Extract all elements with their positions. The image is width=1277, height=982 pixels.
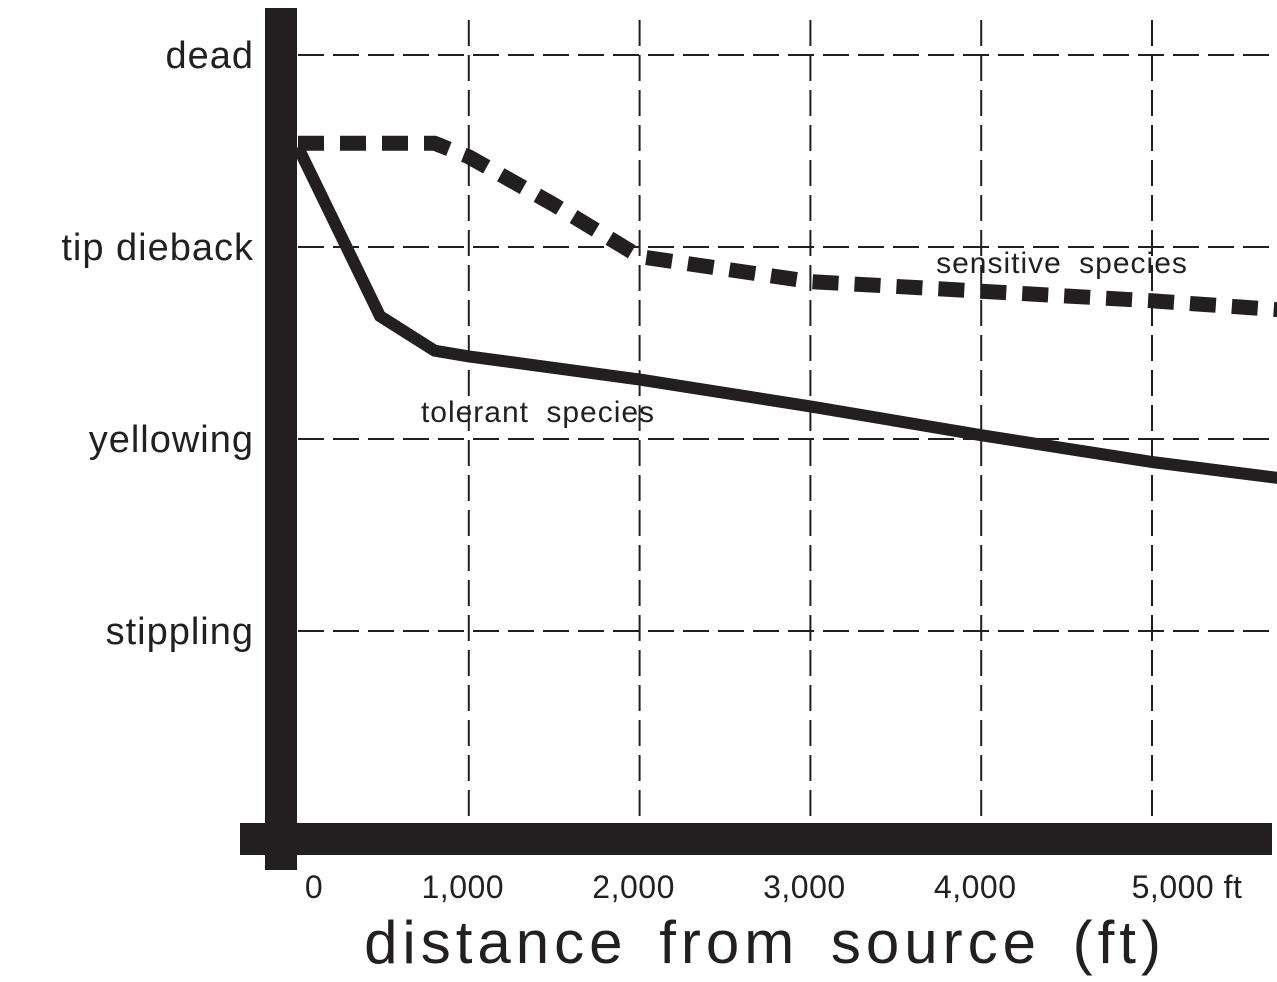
grid-layer <box>298 20 1272 823</box>
axis-layer <box>240 8 1272 870</box>
series-label-tolerant-species: tolerant species <box>421 396 655 429</box>
series-line-tolerant-species <box>292 144 1277 484</box>
y-axis-line <box>265 8 297 870</box>
y-tick-label-dead: dead <box>165 35 254 77</box>
x-axis-title: distance from source (ft) <box>364 909 1166 976</box>
x-tick-label-4: 4,000 <box>934 869 1017 905</box>
x-tick-label-3: 3,000 <box>763 869 846 905</box>
series-layer <box>292 135 1277 484</box>
series-line-sensitive-species <box>298 135 1277 318</box>
x-tick-label-2: 2,000 <box>592 869 675 905</box>
y-tick-label-tip-dieback: tip dieback <box>61 227 254 269</box>
y-tick-label-stippling: stippling <box>106 611 254 653</box>
series-label-sensitive-species: sensitive species <box>936 247 1188 280</box>
x-tick-label-1: 1,000 <box>422 869 505 905</box>
label-layer: stippling yellowing tip dieback dead 0 1,000 2… <box>61 35 1242 905</box>
y-tick-label-yellowing: yellowing <box>89 419 254 461</box>
x-tick-label-5: 5,000 ft <box>1132 869 1243 905</box>
x-axis-line <box>240 823 1272 855</box>
x-tick-label-0: 0 <box>305 869 323 905</box>
